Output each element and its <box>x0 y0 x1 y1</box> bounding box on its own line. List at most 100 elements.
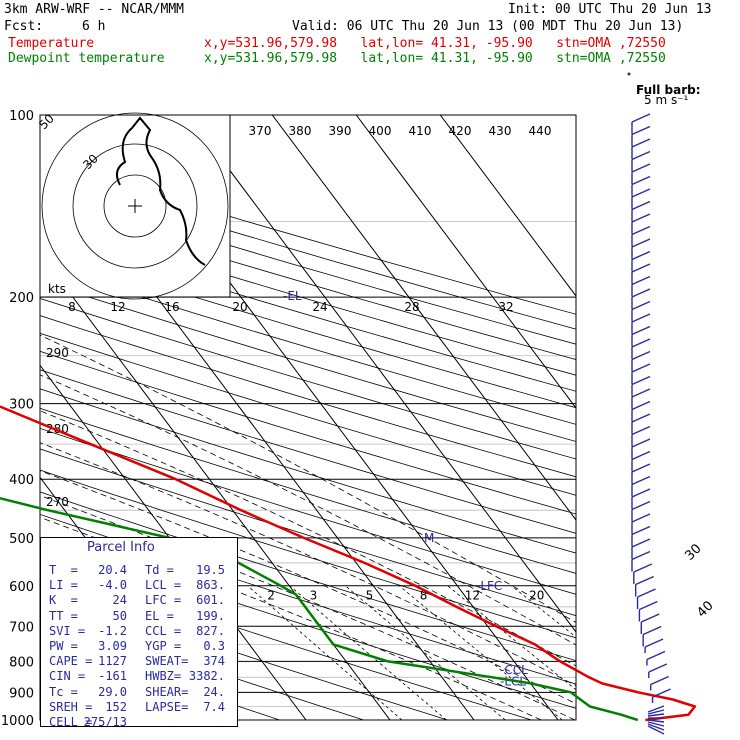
parcel-info-cell: SHEAR= <box>145 684 189 699</box>
temperature-line <box>0 405 697 722</box>
parcel-info-cell: -161 <box>98 669 127 684</box>
parcel-info-cell: 29.0 <box>98 684 127 699</box>
wind-barb <box>644 638 664 648</box>
mixing-ratio-label: 2 <box>267 589 275 603</box>
hodograph-speed-label: 12 <box>110 300 125 314</box>
dry-adiabat-line <box>40 332 576 496</box>
theta-label: 410 <box>409 124 432 138</box>
hodograph-speed-label: 28 <box>404 300 419 314</box>
pressure-tick-label: 1000 <box>1 714 34 729</box>
mixing-ratio-line <box>398 585 563 720</box>
hodograph-ring <box>72 143 198 269</box>
wind-barb <box>631 463 651 473</box>
parcel-info-cell: CELL = <box>49 715 93 729</box>
wind-barb <box>631 213 651 223</box>
hodograph-speed-label: 8 <box>68 300 76 314</box>
dewpoint-location: x,y=531.96,579.98 lat,lon= 41.31, -95.90… <box>204 51 666 66</box>
wind-barb <box>647 719 665 723</box>
dry-adiabat-line <box>40 297 576 460</box>
dry-adiabat-line <box>40 407 576 574</box>
parcel-info-cell: 3382. <box>188 669 225 684</box>
theta-label: 430 <box>489 124 512 138</box>
dry-adiabat-line <box>40 202 576 360</box>
parcel-info-cell: CAPE = <box>49 654 93 669</box>
parcel-info-cell: 1127 <box>98 654 127 669</box>
parcel-info-cell: T = <box>49 563 78 577</box>
wind-barb <box>631 113 651 123</box>
wind-barb <box>648 663 668 673</box>
wind-barb <box>631 375 651 386</box>
theta-label: 420 <box>449 124 472 138</box>
isotherm-label: 30 <box>682 541 704 563</box>
parcel-info-cell: HWBZ= <box>145 669 182 684</box>
wind-barb <box>652 688 671 698</box>
wind-barb <box>631 475 651 486</box>
parcel-info-cell: 601. <box>196 593 225 608</box>
wind-barb <box>631 125 651 136</box>
wind-barb <box>631 163 651 173</box>
wind-barbs <box>627 72 671 735</box>
wind-barb <box>631 313 651 323</box>
parcel-info-cell: CCL = <box>145 623 182 638</box>
label-layer: 100 200 300 400 500 600 700 800 900 1000 2 3 5 8 12 20 -… <box>1 83 717 729</box>
moist-adiabat-line <box>40 470 576 705</box>
theta-label: 290 <box>46 346 69 360</box>
level-annotation: -EL <box>283 289 302 303</box>
dry-adiabat-line <box>40 427 576 595</box>
dry-adiabat-line <box>40 448 576 617</box>
mixing-ratio-label: 12 <box>465 589 480 603</box>
parcel-info-cell: LFC = <box>145 593 182 608</box>
mixing-ratio-line <box>289 585 447 720</box>
isotherm-line <box>271 115 576 521</box>
mixing-ratio-label: 20 <box>529 589 544 603</box>
parcel-info-cell: 0.3 <box>203 639 225 653</box>
parcel-info-cell: 152 <box>105 699 127 714</box>
wind-barb <box>631 488 651 498</box>
parcel-info-cell: 827. <box>196 623 225 638</box>
wind-barb <box>631 388 651 398</box>
theta-label: 380 <box>289 124 312 138</box>
parcel-info-cell: EL = <box>145 608 174 623</box>
pressure-tick-label: 900 <box>9 686 34 701</box>
theta-label: 440 <box>529 124 552 138</box>
wind-barb <box>631 325 651 336</box>
hodograph-speed-label: 20 <box>232 300 247 314</box>
moist-adiabat-line <box>40 374 576 646</box>
dry-adiabat-line <box>40 217 576 376</box>
parcel-info-cell: PW = <box>49 639 78 653</box>
parcel-info-cell: LAPSE= <box>145 699 189 714</box>
wind-barb <box>647 723 665 731</box>
wind-barb <box>631 350 651 361</box>
moist-adiabat-line <box>40 442 576 687</box>
moist-adiabat-line <box>40 495 575 720</box>
mixing-ratio-label: 5 <box>366 589 374 603</box>
mixing-ratio-line <box>345 585 506 720</box>
hodograph-speed-label: 32 <box>498 300 513 314</box>
hodograph-ring <box>103 174 167 238</box>
wind-barb <box>639 600 658 611</box>
wind-barb <box>631 363 651 373</box>
wind-barb <box>633 563 653 573</box>
level-annotation: M <box>424 531 434 545</box>
temperature-legend: Temperature <box>8 36 95 51</box>
parcel-info-cell: LI = <box>49 578 78 593</box>
wind-barb <box>631 150 651 161</box>
wind-barb <box>631 250 651 261</box>
wind-barb <box>631 138 651 148</box>
dry-adiabat-line <box>40 491 576 662</box>
wind-barb <box>650 675 669 686</box>
parcel-info-cell: TT = <box>49 608 78 623</box>
wind-barb <box>647 705 665 713</box>
parcel-info-cell: 50 <box>112 608 127 623</box>
wind-barb <box>647 725 665 735</box>
wind-barb <box>646 650 666 661</box>
wind-barb <box>631 288 651 298</box>
wind-barb <box>631 263 651 273</box>
mixing-ratio-label: 8 <box>420 589 428 603</box>
theta-label: 270 <box>46 495 69 509</box>
pressure-tick-label: 200 <box>9 291 34 306</box>
dry-adiabat-line <box>40 248 576 409</box>
moist-adiabat-line <box>40 516 542 720</box>
parcel-info-cell: SREH = <box>49 699 93 714</box>
